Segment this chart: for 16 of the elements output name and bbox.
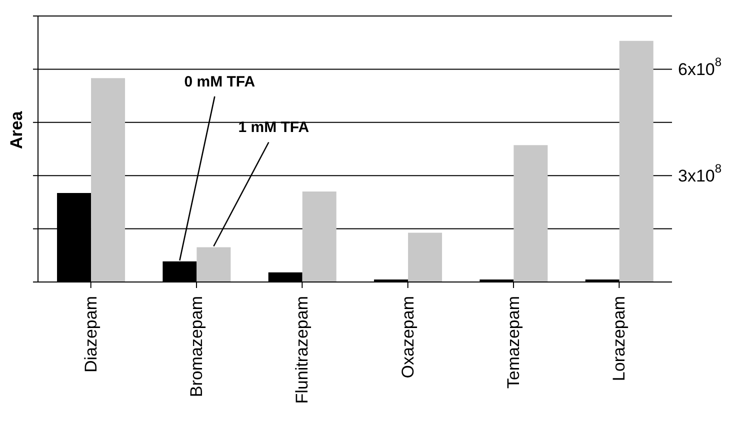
- x-tick-label: Oxazepam: [398, 296, 418, 378]
- bar: [196, 247, 231, 282]
- x-tick-label: Flunitrazepam: [292, 296, 312, 404]
- bar: [91, 78, 126, 282]
- x-tick-label: Bromazepam: [187, 296, 206, 398]
- text: 0 mM TFA: [184, 73, 256, 90]
- bar: [514, 145, 548, 282]
- y-tick-label: 3x10$^{8}$: [678, 162, 722, 186]
- bar: [619, 40, 654, 282]
- x-tick-label: Temazepam: [504, 296, 523, 389]
- x-tick-label: Lorazepam: [610, 296, 629, 382]
- bar: [408, 232, 442, 282]
- x-tick-label: Diazepam: [81, 296, 100, 373]
- y-tick-label: 6x10$^{8}$: [678, 55, 722, 79]
- y-axis-title: Area: [7, 110, 26, 149]
- bar: [302, 192, 336, 282]
